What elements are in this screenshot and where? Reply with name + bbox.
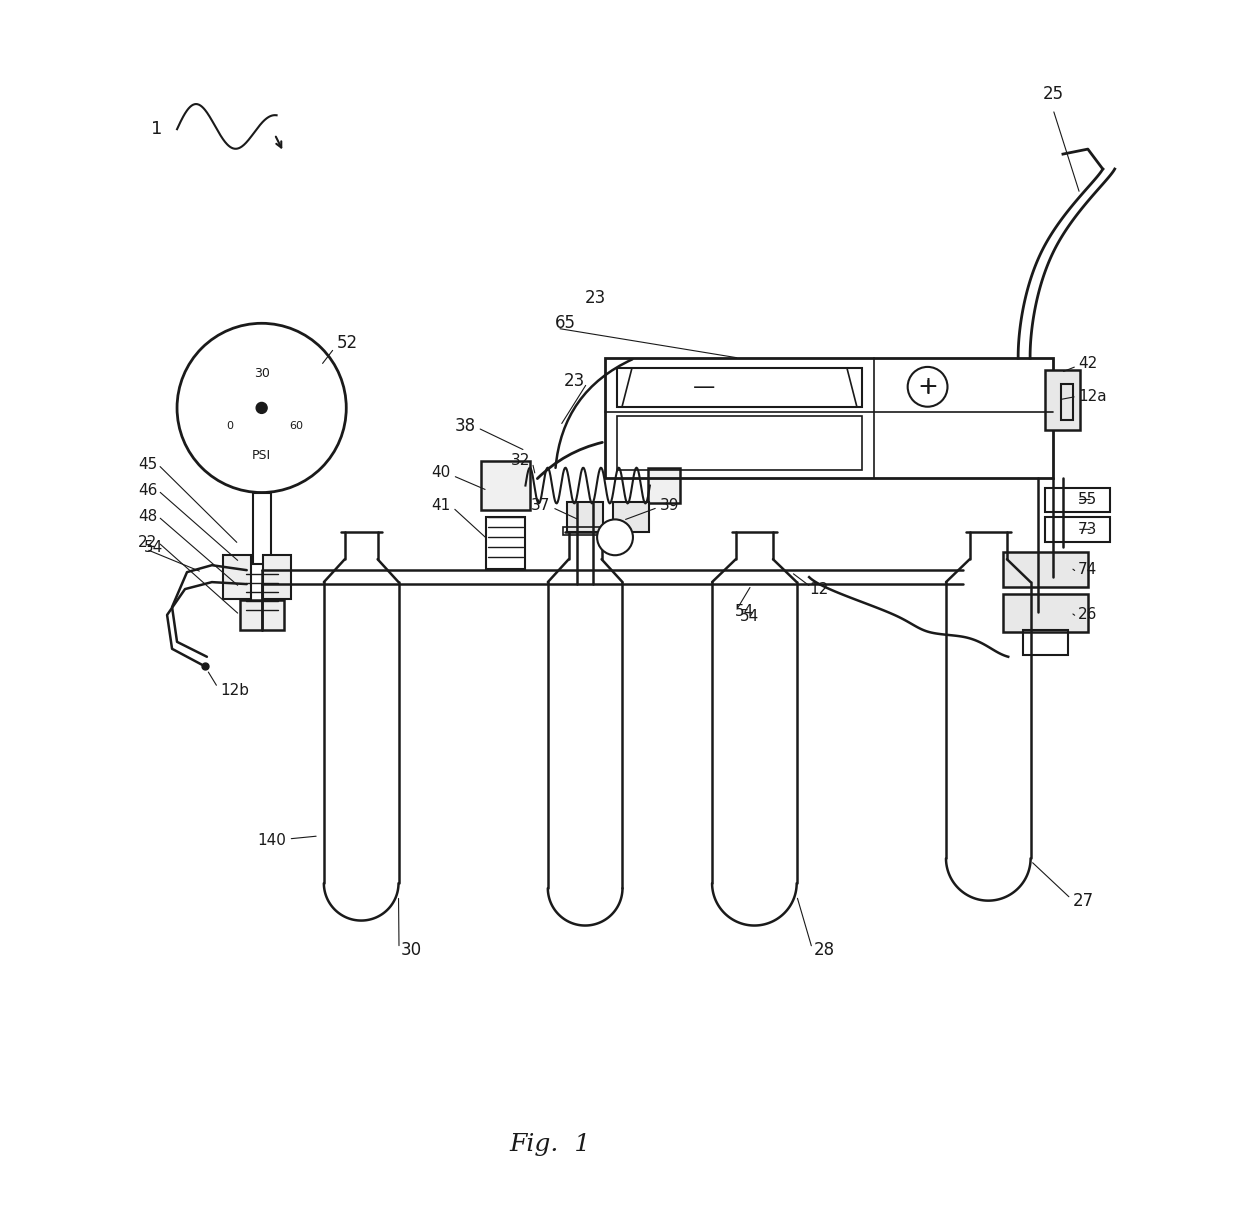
Bar: [1003, 553, 1087, 587]
Bar: [613, 503, 649, 532]
Text: 140: 140: [258, 834, 286, 848]
Text: 52: 52: [336, 335, 357, 353]
Bar: [481, 461, 531, 510]
Bar: [1045, 487, 1110, 513]
Bar: [605, 358, 1053, 478]
Bar: [1045, 518, 1110, 542]
Text: 26: 26: [1078, 607, 1097, 623]
Text: 23: 23: [585, 290, 606, 308]
Bar: [486, 518, 526, 570]
Text: 41: 41: [432, 498, 451, 513]
Text: 65: 65: [556, 314, 577, 332]
Text: 60: 60: [289, 421, 304, 430]
Text: 12a: 12a: [1078, 389, 1106, 404]
Bar: [223, 555, 250, 599]
Text: —: —: [692, 377, 714, 396]
Text: 23: 23: [564, 372, 585, 390]
Text: +: +: [918, 375, 937, 399]
Bar: [239, 600, 284, 630]
Text: 32: 32: [511, 453, 531, 468]
Text: 54: 54: [739, 610, 759, 624]
Text: 27: 27: [1073, 892, 1094, 910]
Text: 40: 40: [432, 465, 451, 480]
Text: 45: 45: [138, 457, 157, 473]
Circle shape: [908, 367, 947, 407]
Text: 1: 1: [151, 120, 162, 138]
Text: 74: 74: [1078, 561, 1097, 577]
Text: 30: 30: [401, 942, 422, 960]
Bar: [567, 503, 603, 532]
Bar: [253, 492, 270, 565]
Text: 0: 0: [226, 421, 233, 430]
Text: 42: 42: [1078, 355, 1097, 371]
Circle shape: [598, 520, 632, 555]
Bar: [618, 368, 862, 407]
Circle shape: [257, 402, 267, 413]
Bar: [563, 527, 608, 536]
Text: 39: 39: [660, 498, 680, 513]
Text: 73: 73: [1078, 522, 1097, 537]
Bar: [618, 416, 862, 469]
Bar: [263, 555, 290, 599]
Text: 30: 30: [254, 366, 269, 379]
Text: 48: 48: [138, 509, 157, 524]
Text: 12b: 12b: [219, 684, 249, 698]
Bar: [1061, 384, 1073, 421]
Circle shape: [177, 324, 346, 492]
Text: Fig.  1: Fig. 1: [510, 1133, 591, 1156]
Bar: [1023, 630, 1068, 654]
Text: 37: 37: [531, 498, 551, 513]
Text: 38: 38: [455, 417, 476, 435]
Bar: [1003, 594, 1087, 631]
Text: 12: 12: [810, 582, 828, 596]
Text: PSI: PSI: [252, 450, 272, 462]
Text: 54: 54: [144, 539, 164, 555]
Text: 25: 25: [1043, 85, 1064, 103]
Text: 28: 28: [815, 942, 836, 960]
Bar: [647, 468, 680, 503]
Text: 46: 46: [138, 484, 157, 498]
Text: +: +: [919, 377, 937, 396]
Bar: [1045, 370, 1080, 430]
Text: 22: 22: [138, 534, 157, 550]
Text: 55: 55: [1078, 492, 1097, 507]
Text: 54: 54: [734, 605, 754, 619]
